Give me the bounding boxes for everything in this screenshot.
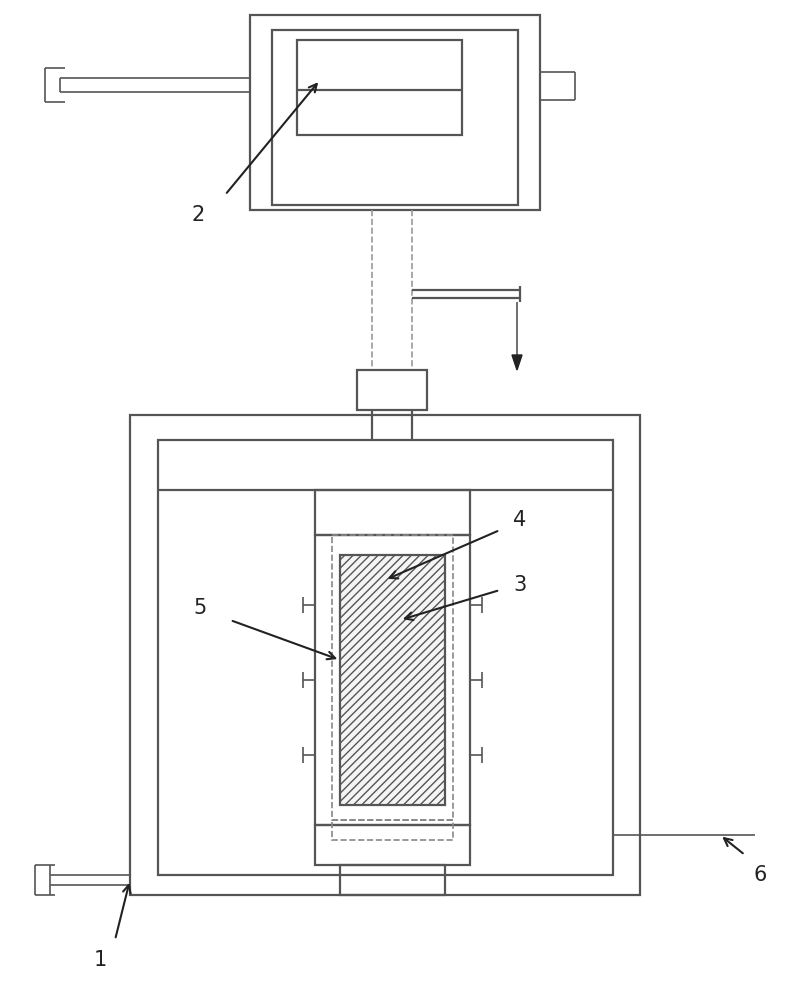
Bar: [340, 555, 445, 805]
Text: 6: 6: [753, 865, 767, 885]
Text: 2: 2: [192, 205, 205, 225]
Bar: [250, 15, 540, 210]
Bar: [332, 535, 453, 820]
Polygon shape: [512, 355, 522, 370]
Text: 3: 3: [514, 575, 527, 595]
Bar: [272, 30, 518, 205]
Bar: [340, 865, 445, 895]
Bar: [297, 40, 462, 135]
Bar: [158, 440, 613, 875]
Bar: [315, 490, 470, 535]
Text: 5: 5: [193, 598, 207, 618]
Bar: [315, 535, 470, 825]
Text: 1: 1: [93, 950, 106, 970]
Text: 4: 4: [514, 510, 527, 530]
Bar: [130, 415, 640, 895]
Bar: [357, 370, 427, 410]
Bar: [315, 825, 470, 865]
Bar: [332, 820, 453, 840]
